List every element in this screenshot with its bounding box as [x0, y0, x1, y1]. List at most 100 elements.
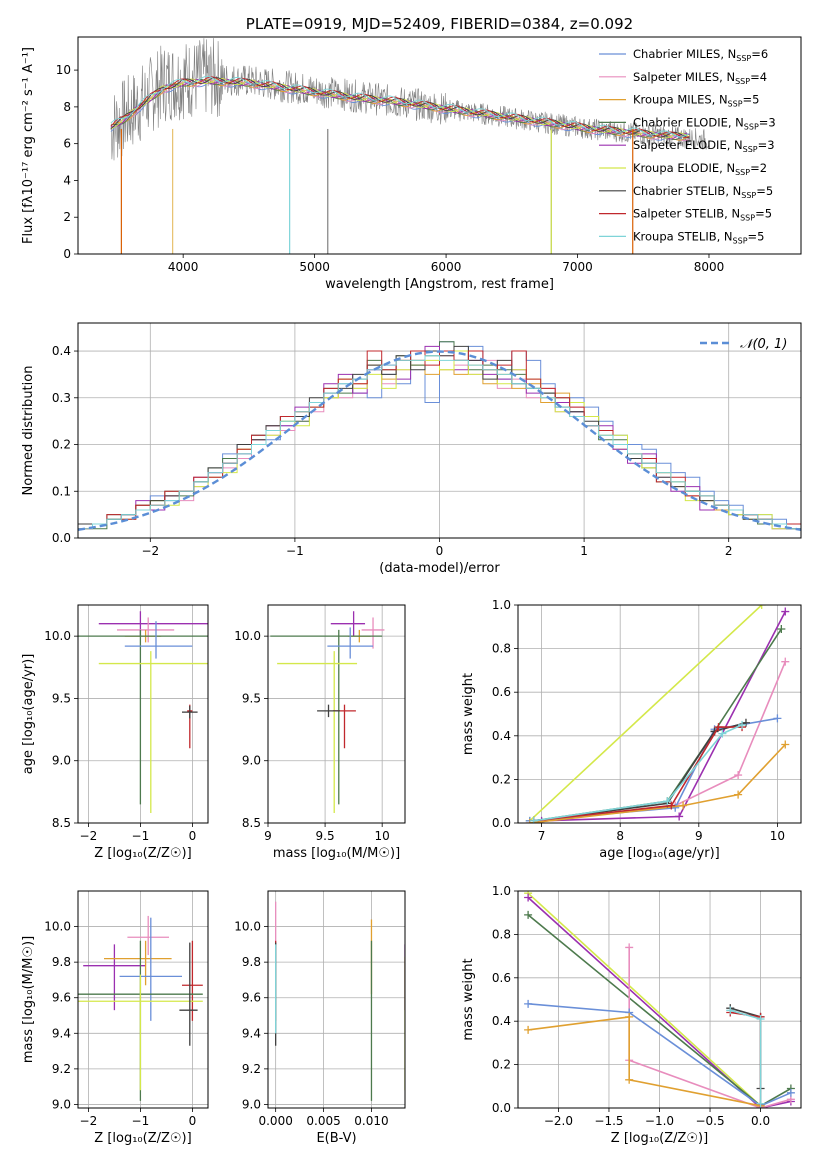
x-tick-label: 5000 [299, 260, 330, 274]
x-tick-label: 0 [189, 829, 197, 843]
weight-marker [675, 812, 684, 821]
weight-marker [781, 740, 790, 749]
y-tick-label: 9.5 [52, 691, 71, 705]
legend-label: Salpeter MILES, NSSP=4 [633, 70, 767, 86]
data-point [330, 611, 366, 637]
y-tick-label: 0.8 [492, 927, 511, 941]
legend: 𝒩(0, 1) [700, 337, 787, 352]
normal-reference-curve [78, 350, 801, 531]
weight-series [525, 657, 790, 823]
axes-frame [517, 890, 802, 1109]
y-tick-label: 6 [63, 137, 71, 151]
weight-series [529, 624, 786, 823]
y-tick-label: 9.2 [242, 1062, 261, 1076]
data-point [104, 940, 172, 986]
y-tick-label: 9.2 [52, 1062, 71, 1076]
axes-frame [267, 604, 406, 824]
y-tick-label: 0.4 [492, 729, 511, 743]
y-tick-label: 9.0 [52, 754, 71, 768]
legend-label: Chabrier MILES, NSSP=6 [633, 47, 768, 63]
x-tick-label: 4000 [168, 260, 199, 274]
data-point [182, 940, 203, 1021]
weight-marker [734, 790, 743, 799]
y-tick-label: 0.6 [492, 685, 511, 699]
y-tick-label: 4 [63, 173, 71, 187]
y-tick-label: 1.0 [492, 598, 511, 612]
weight-line [533, 724, 743, 822]
weight-line [529, 605, 763, 822]
y-tick-label: 0.4 [52, 344, 71, 358]
weight-line [541, 611, 787, 822]
weight-series [529, 720, 747, 823]
panel-mass-vs-EBV: 0.000 0.005 0.010 9.0 9.2 9.4 9.6 9.8 10.0 E(B-V) [234, 890, 406, 1146]
y-tick-label: 9.8 [52, 955, 71, 969]
panel-mass-vs-Z: −2 −1 0 9.0 9.2 9.4 9.6 9.8 10.0 Z [log₁₀(Z/Z☉)] m… [21, 890, 209, 1146]
weight-marker [734, 771, 743, 780]
weight-marker [663, 797, 672, 806]
x-axis-label: mass [log₁₀(M/M☉)] [273, 846, 400, 861]
model-spectrum-line [110, 77, 690, 139]
data-point [361, 617, 385, 649]
y-tick-label: 9.0 [242, 1097, 261, 1111]
x-tick-label: 0 [189, 1114, 197, 1128]
weight-marker [524, 893, 533, 902]
legend: Chabrier MILES, NSSP=6 Salpeter MILES, NS… [599, 47, 776, 245]
legend-label: Salpeter STELIB, NSSP=5 [633, 207, 772, 223]
x-axis-label: wavelength [Angstrom, rest frame] [325, 277, 554, 292]
y-axis-label: age [log₁₀(age/yr)] [21, 654, 36, 775]
y-axis-label: mass weight [461, 958, 476, 1040]
weight-marker [679, 801, 688, 810]
axes-frame [77, 604, 209, 824]
x-tick-label: 2 [725, 544, 733, 558]
plot-area [525, 605, 790, 823]
axes-frame [517, 604, 802, 824]
weight-line [533, 721, 747, 822]
panel-age-vs-mass: 9 9.5 10 8.5 9.0 9.5 10.0 mass [log₁₀(M/M☉)] [234, 604, 406, 861]
panel-residuals: −2 −1 0 1 2 0.0 0.1 0.2 0.3 0.4 (data-model)/error… [21, 322, 802, 576]
data-point [78, 940, 203, 1101]
x-axis-label: age [log₁₀(age/yr)] [599, 846, 720, 861]
weight-marker [524, 999, 533, 1008]
x-tick-label: −1.5 [594, 1114, 623, 1128]
weight-marker [781, 607, 790, 616]
axes-frame [77, 890, 209, 1109]
data-point [127, 915, 169, 956]
x-tick-label: 6000 [431, 260, 462, 274]
x-tick-label: 10 [375, 829, 390, 843]
gridlines [518, 604, 801, 824]
weight-series [529, 723, 747, 823]
weight-line [527, 892, 762, 1107]
x-tick-label: 0.005 [306, 1114, 340, 1128]
weight-marker [786, 1088, 795, 1097]
y-tick-label: 10.0 [234, 920, 261, 934]
weight-marker [773, 714, 782, 723]
data-point [124, 621, 193, 659]
x-tick-label: −2 [80, 829, 98, 843]
y-tick-label: 0.2 [492, 1058, 511, 1072]
y-tick-label: 0.3 [52, 391, 71, 405]
weight-series [524, 891, 765, 1108]
axes-frame [77, 322, 802, 539]
weight-line [529, 743, 786, 823]
y-tick-label: 9.6 [242, 991, 261, 1005]
y-tick-label: 9.4 [242, 1026, 261, 1040]
y-axis-label: Flux [fλ10⁻¹⁷ erg cm⁻² s⁻¹ A⁻¹] [21, 47, 36, 244]
y-axis-label: Normed distribution [21, 366, 36, 496]
weight-line [527, 896, 792, 1108]
y-tick-label: 1.0 [492, 884, 511, 898]
legend-label: Kroupa STELIB, NSSP=5 [633, 229, 764, 245]
weight-marker [777, 624, 786, 633]
weight-marker [738, 720, 747, 729]
data-spectrum-line [110, 38, 709, 161]
panel-spectrum: 4000 5000 6000 7000 8000 0 2 4 6 8 10 wavelength [A… [21, 15, 802, 292]
y-tick-label: 0.0 [492, 1101, 511, 1115]
legend-label: Chabrier STELIB, NSSP=5 [633, 184, 773, 200]
gridlines [267, 605, 405, 824]
x-tick-label: 7 [538, 829, 546, 843]
y-tick-label: 0 [63, 247, 71, 261]
weight-marker [718, 729, 727, 738]
x-tick-label: −1 [132, 829, 150, 843]
x-tick-label: 9.5 [316, 829, 335, 843]
x-tick-label: 0.0 [751, 1114, 770, 1128]
